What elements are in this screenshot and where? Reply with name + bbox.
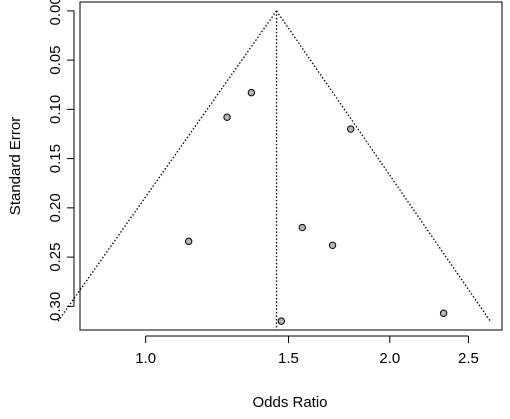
y-tick-label: 0.15 — [47, 144, 64, 173]
x-tick-label: 1.0 — [135, 350, 156, 367]
y-tick-label: 0.05 — [47, 46, 64, 75]
study-point — [277, 317, 286, 325]
y-axis: 0.00 0.05 0.10 0.15 0.20 0.25 0.30 — [47, 0, 75, 321]
y-axis-label: Standard Error — [7, 117, 24, 215]
study-point — [223, 113, 231, 121]
y-tick-label: 0.25 — [47, 243, 64, 272]
x-tick-label: 1.5 — [278, 350, 299, 367]
study-points — [184, 88, 448, 325]
x-axis: 1.0 1.5 2.0 2.5 — [135, 335, 479, 367]
y-tick-label: 0.00 — [47, 0, 64, 25]
study-point — [328, 241, 337, 249]
x-axis-label: Odds Ratio — [252, 394, 327, 411]
x-tick-label: 2.0 — [379, 350, 400, 367]
plot-frame — [79, 1, 503, 331]
y-tick-label: 0.30 — [47, 292, 64, 321]
funnel-lines — [57, 10, 491, 330]
study-point — [247, 88, 256, 97]
y-tick-label: 0.20 — [47, 193, 64, 222]
funnel-right-line — [275, 10, 491, 322]
study-point — [184, 237, 193, 246]
study-point — [439, 309, 448, 317]
study-point — [347, 125, 355, 133]
y-tick-label: 0.10 — [47, 95, 64, 124]
x-tick-label: 2.5 — [458, 350, 479, 367]
study-point — [298, 223, 306, 232]
funnel-left-line — [57, 10, 278, 322]
